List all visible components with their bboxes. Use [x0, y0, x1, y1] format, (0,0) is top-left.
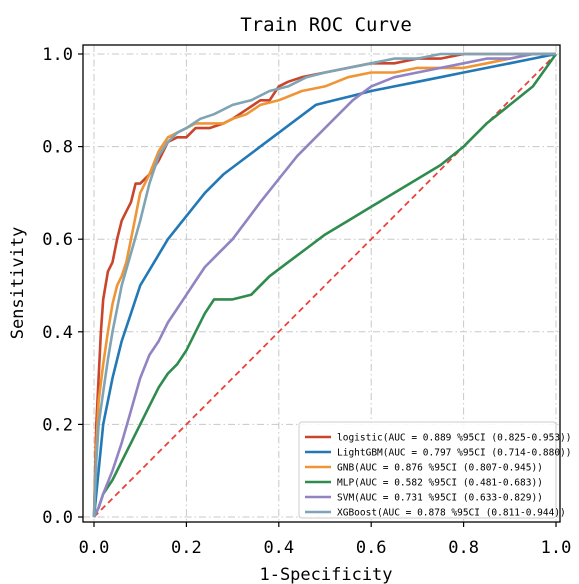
x-tick-label: 0.8	[448, 538, 479, 558]
y-axis-label: Sensitivity	[8, 227, 28, 340]
legend-label-2: GNB(AUC = 0.876 %95CI (0.807-0.945))	[337, 463, 543, 474]
series-line-2	[92, 52, 556, 518]
legend-box	[298, 421, 557, 519]
legend-label-1: LightGBM(AUC = 0.797 %95CI (0.714-0.880)…	[337, 448, 572, 459]
x-tick-label: 0.2	[171, 538, 202, 558]
series-line-3	[92, 53, 558, 518]
x-tick-label: 0.0	[79, 538, 110, 558]
y-tick-label: 0.6	[42, 230, 73, 250]
legend-label-3: MLP(AUC = 0.582 %95CI (0.481-0.683))	[337, 478, 543, 489]
series-line-1	[92, 52, 557, 518]
y-tick-label: 1.0	[42, 45, 73, 65]
y-tick-label: 0.8	[42, 138, 73, 158]
chart-title: Train ROC Curve	[240, 14, 412, 36]
y-tick-label: 0.2	[42, 415, 73, 435]
roc-series	[92, 52, 558, 518]
series-line-4	[92, 52, 556, 518]
plot-frame	[82, 44, 561, 523]
x-tick-label: 1.0	[541, 538, 572, 558]
y-tick-label: 0.4	[42, 323, 73, 343]
x-tick-label: 0.4	[263, 538, 294, 558]
legend-label-4: SVM(AUC = 0.731 %95CI (0.633-0.829))	[337, 493, 543, 504]
x-tick-label: 0.6	[356, 538, 387, 558]
series-line-5	[92, 52, 556, 518]
y-tick-label: 0.0	[42, 508, 73, 528]
axis-ticks: 0.0 0.2 0.4 0.6 0.8 1.0 0.0 0.2 0.4 0.6 0.8 1.0	[42, 45, 571, 558]
legend-label-5: XGBoost(AUC = 0.878 %95CI (0.811-0.944))	[337, 508, 566, 519]
legend-label-0: logistic(AUC = 0.889 %95CI (0.825-0.953)…	[337, 433, 572, 444]
legend: logistic(AUC = 0.889 %95CI (0.825-0.953)…	[298, 421, 572, 519]
x-axis-label: 1-Specificity	[259, 565, 392, 584]
